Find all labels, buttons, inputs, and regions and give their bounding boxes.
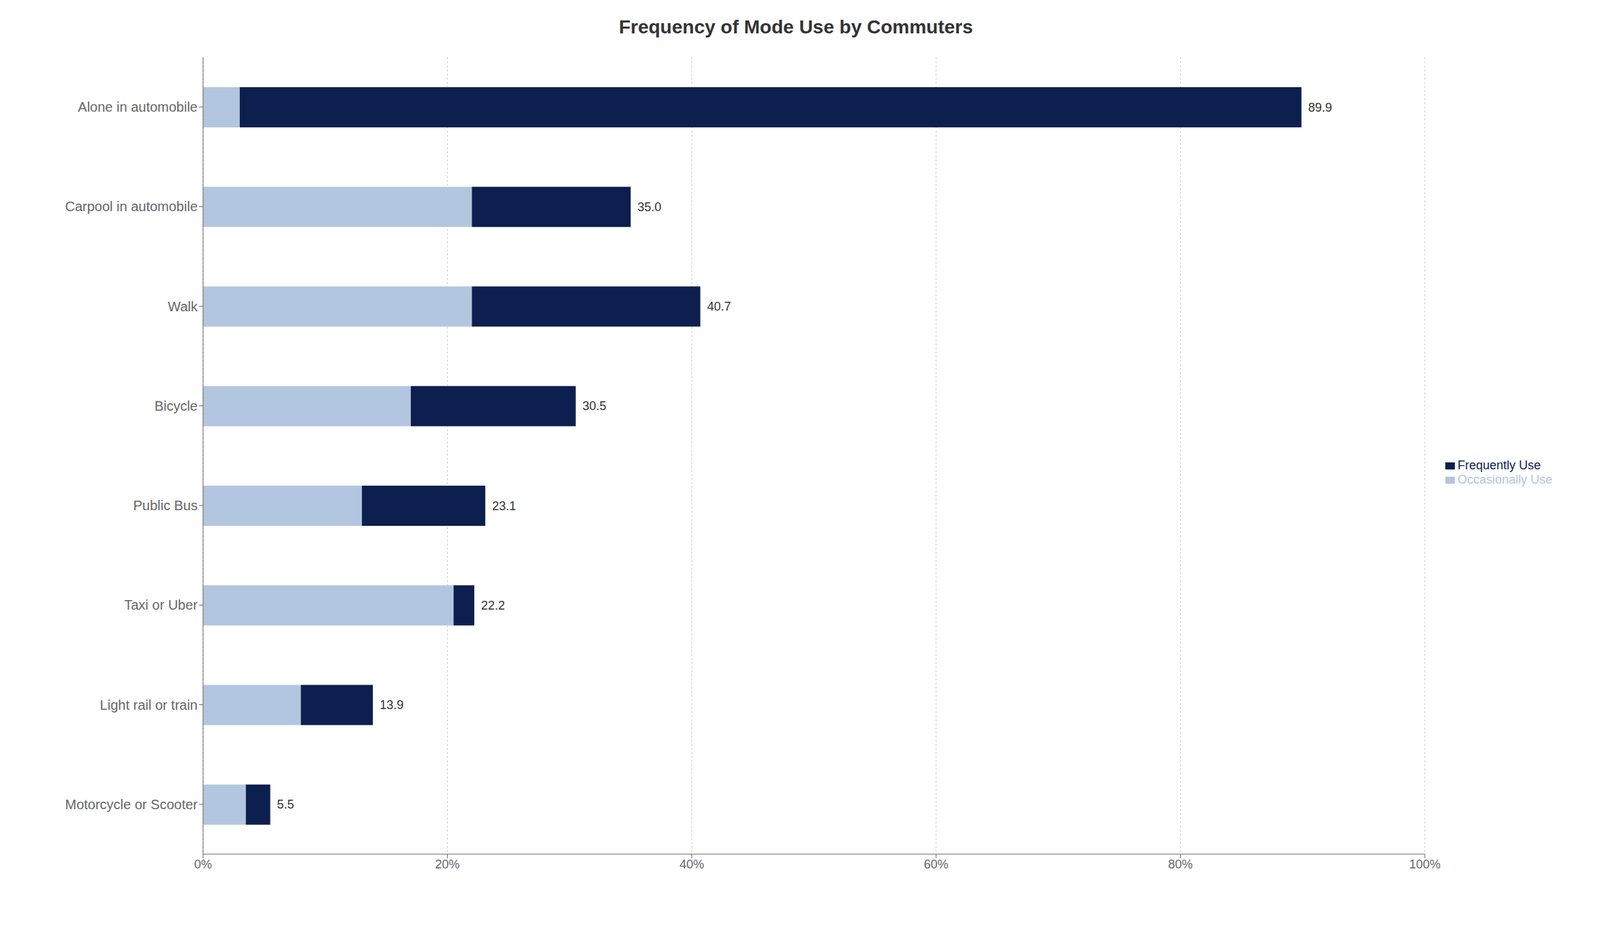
svg-text:22.2: 22.2 (481, 598, 505, 613)
svg-text:80%: 80% (1167, 857, 1193, 872)
svg-text:Walk: Walk (167, 299, 199, 315)
svg-text:Taxi or Uber: Taxi or Uber (124, 597, 198, 613)
svg-text:40.7: 40.7 (707, 299, 732, 314)
svg-text:30.5: 30.5 (582, 399, 607, 413)
html-text:Frequently Use: Frequently Use (1457, 458, 1541, 473)
html-text:Frequency of Mode Use by Commu: Frequency of Mode Use by Commuters (618, 16, 973, 38)
svg-text:0%: 0% (194, 857, 212, 872)
svg-text:40%: 40% (679, 857, 704, 872)
svg-text:23.1: 23.1 (491, 499, 516, 514)
svg-text:Light rail or train: Light rail or train (100, 697, 198, 713)
svg-text:60%: 60% (924, 857, 949, 872)
svg-text:13.9: 13.9 (379, 698, 404, 713)
svg-text:Alone in automobile: Alone in automobile (77, 99, 198, 115)
svg-text:Motorcycle or Scooter: Motorcycle or Scooter (64, 797, 198, 813)
svg-text:Carpool in automobile: Carpool in automobile (64, 198, 198, 214)
html-text:Occasionally Use: Occasionally Use (1457, 472, 1553, 487)
svg-text:Bicycle: Bicycle (154, 398, 198, 414)
svg-text:Public Bus: Public Bus (133, 498, 199, 514)
svg-text:5.5: 5.5 (277, 797, 295, 812)
svg-text:35.0: 35.0 (637, 200, 662, 214)
svg-text:20%: 20% (435, 857, 460, 872)
svg-text:100%: 100% (1409, 857, 1441, 872)
svg-text:89.9: 89.9 (1308, 100, 1333, 115)
